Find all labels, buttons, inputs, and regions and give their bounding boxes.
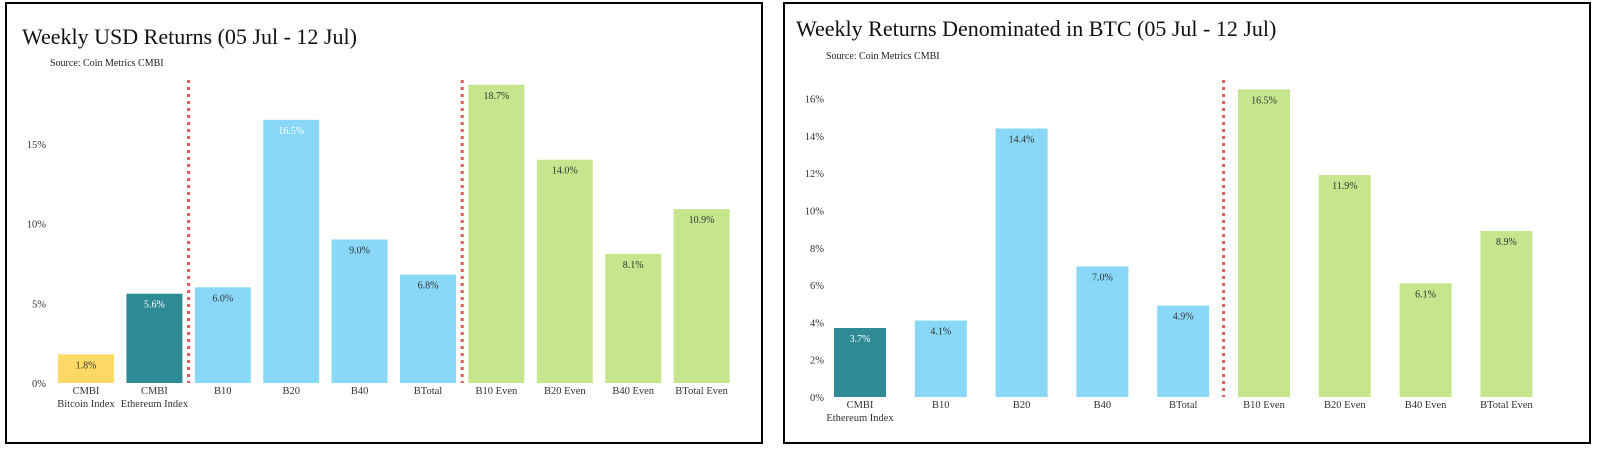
- y-tick-label: 0%: [810, 393, 824, 404]
- plot-area: 0% 5% 10% 15% 1.8% CMBI Bitcoin Index 5.6% CMBI E…: [27, 80, 730, 410]
- bar: [1076, 266, 1129, 397]
- x-tick-label: B40 Even: [612, 386, 654, 397]
- y-tick-label: 2%: [810, 356, 824, 367]
- usd-returns-chart: Weekly USD Returns (05 Jul - 12 Jul) Sou…: [5, 2, 763, 444]
- x-tick-label: B10 Even: [1243, 400, 1285, 411]
- x-tick-label: B20 Even: [1324, 400, 1366, 411]
- bar: [400, 274, 456, 383]
- data-label: 16.5%: [278, 126, 304, 137]
- x-tick-label: CMBI: [847, 400, 874, 411]
- bar: [331, 239, 388, 383]
- btc-returns-chart: Weekly Returns Denominated in BTC (05 Ju…: [783, 2, 1591, 444]
- data-label: 5.6%: [144, 300, 165, 311]
- bar: [1157, 305, 1210, 397]
- chart-title: Weekly USD Returns (05 Jul - 12 Jul): [22, 24, 357, 49]
- data-label: 14.4%: [1009, 134, 1035, 145]
- x-tick-label: B20: [282, 386, 300, 397]
- y-tick-label: 10%: [805, 207, 825, 218]
- y-tick-label: 8%: [810, 244, 824, 255]
- x-tick-label: BTotal Even: [675, 386, 728, 397]
- x-tick-label: B20 Even: [544, 386, 586, 397]
- y-tick-label: 0%: [32, 379, 46, 390]
- bar: [914, 320, 967, 397]
- x-tick-label: B40: [1094, 400, 1112, 411]
- y-tick-label: 14%: [805, 132, 825, 143]
- y-tick-label: 6%: [810, 281, 824, 292]
- x-tick-label: CMBI: [141, 386, 168, 397]
- x-tick-label: B10 Even: [476, 386, 518, 397]
- x-tick-label: B20: [1013, 400, 1031, 411]
- y-tick-label: 16%: [805, 95, 825, 106]
- chart-source: Source: Coin Metrics CMBI: [50, 58, 164, 69]
- plot-area: 0% 2% 4% 6% 8% 10% 12% 14% 16% 3.7% CMBI Ethereum I…: [805, 80, 1533, 424]
- bar: [194, 287, 251, 383]
- data-label: 1.8%: [76, 360, 97, 371]
- x-tick-label: CMBI: [73, 386, 100, 397]
- data-label: 14.0%: [552, 166, 578, 177]
- x-tick-label: B40: [351, 386, 369, 397]
- bar: [1480, 231, 1533, 397]
- y-tick-label: 15%: [27, 140, 47, 151]
- x-tick-label: BTotal: [1169, 400, 1198, 411]
- data-label: 6.8%: [418, 281, 439, 292]
- x-tick-label: B40 Even: [1405, 400, 1447, 411]
- btc-returns-chart-panel: Weekly Returns Denominated in BTC (05 Ju…: [780, 0, 1600, 451]
- data-label: 8.9%: [1496, 237, 1517, 248]
- bar: [1399, 283, 1452, 397]
- y-tick-label: 4%: [810, 318, 824, 329]
- x-tick-label: Bitcoin Index: [57, 399, 115, 410]
- x-tick-label: Ethereum Index: [826, 413, 894, 424]
- data-label: 7.0%: [1092, 272, 1113, 283]
- y-tick-label: 12%: [805, 169, 825, 180]
- bar: [58, 354, 114, 383]
- data-label: 4.9%: [1173, 312, 1194, 323]
- data-label: 18.7%: [483, 91, 509, 102]
- bar: [126, 293, 183, 383]
- bar: [995, 128, 1048, 397]
- bar: [468, 84, 525, 383]
- bar: [1318, 175, 1371, 397]
- x-tick-label: BTotal Even: [1480, 400, 1533, 411]
- data-label: 6.1%: [1415, 289, 1436, 300]
- bar: [673, 209, 730, 383]
- data-label: 16.5%: [1251, 95, 1277, 106]
- bar: [1238, 89, 1290, 397]
- y-tick-label: 5%: [32, 299, 46, 310]
- x-tick-label: BTotal: [414, 386, 443, 397]
- bar: [536, 159, 593, 383]
- bar: [834, 328, 886, 397]
- data-label: 3.7%: [850, 334, 871, 345]
- y-tick-label: 10%: [27, 220, 47, 231]
- usd-returns-chart-panel: Weekly USD Returns (05 Jul - 12 Jul) Sou…: [0, 0, 780, 451]
- bar: [605, 253, 662, 383]
- chart-source: Source: Coin Metrics CMBI: [826, 51, 940, 62]
- x-tick-label: Ethereum Index: [121, 399, 189, 410]
- data-label: 4.1%: [930, 327, 951, 338]
- bar: [263, 119, 320, 384]
- x-tick-label: B10: [214, 386, 232, 397]
- data-label: 6.0%: [212, 293, 233, 304]
- x-tick-label: B10: [932, 400, 950, 411]
- data-label: 10.9%: [689, 215, 715, 226]
- data-label: 11.9%: [1332, 181, 1357, 192]
- chart-title: Weekly Returns Denominated in BTC (05 Ju…: [796, 16, 1276, 41]
- data-label: 8.1%: [623, 260, 644, 271]
- data-label: 9.0%: [349, 245, 370, 256]
